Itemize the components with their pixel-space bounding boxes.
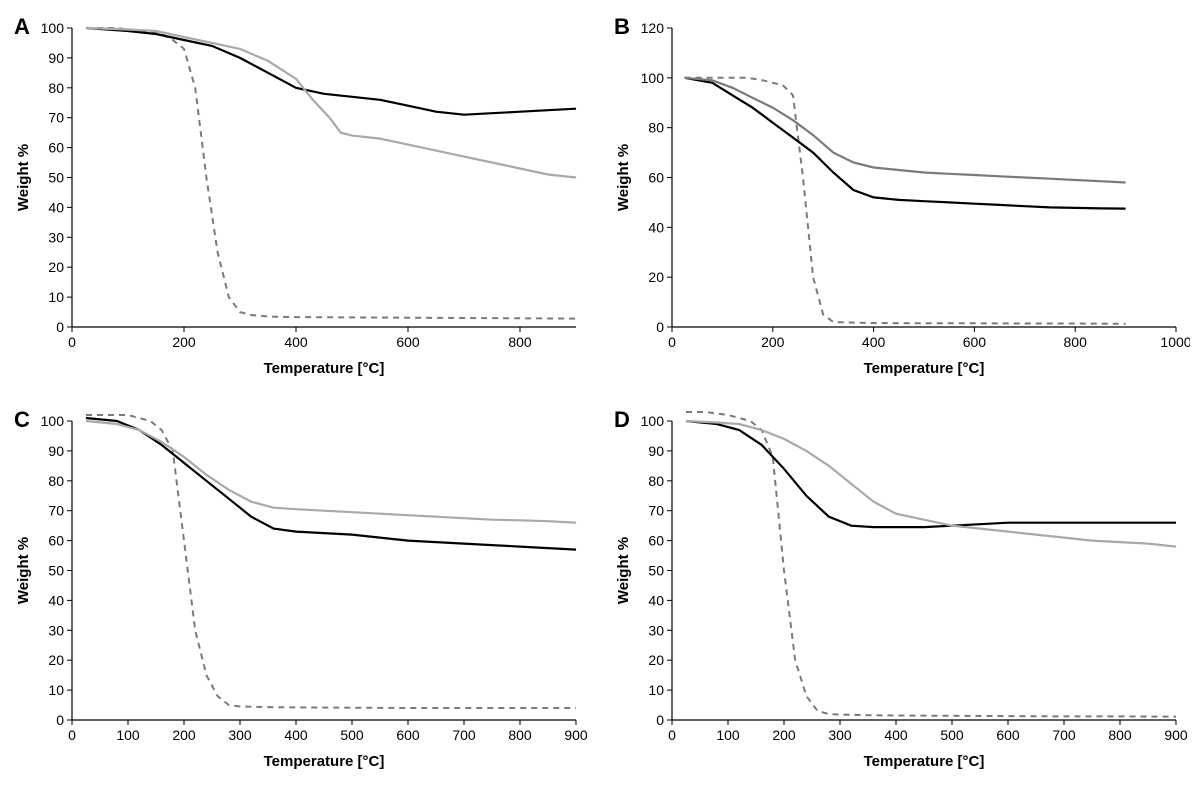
svg-text:0: 0 bbox=[68, 727, 76, 743]
svg-text:50: 50 bbox=[648, 563, 664, 579]
svg-text:0: 0 bbox=[668, 727, 676, 743]
svg-text:60: 60 bbox=[48, 140, 64, 156]
svg-text:0: 0 bbox=[56, 319, 64, 335]
svg-text:70: 70 bbox=[48, 503, 64, 519]
svg-text:120: 120 bbox=[641, 20, 665, 36]
svg-text:70: 70 bbox=[48, 110, 64, 126]
svg-text:800: 800 bbox=[508, 727, 532, 743]
svg-text:80: 80 bbox=[648, 120, 664, 136]
svg-text:600: 600 bbox=[396, 727, 420, 743]
svg-text:400: 400 bbox=[862, 334, 886, 350]
svg-text:400: 400 bbox=[884, 727, 908, 743]
svg-text:20: 20 bbox=[648, 652, 664, 668]
svg-text:300: 300 bbox=[828, 727, 852, 743]
svg-text:40: 40 bbox=[48, 592, 64, 608]
svg-text:40: 40 bbox=[648, 219, 664, 235]
svg-text:200: 200 bbox=[772, 727, 796, 743]
svg-text:60: 60 bbox=[648, 170, 664, 186]
svg-text:50: 50 bbox=[48, 563, 64, 579]
svg-text:60: 60 bbox=[48, 533, 64, 549]
svg-text:600: 600 bbox=[996, 727, 1020, 743]
svg-text:Temperature [°C]: Temperature [°C] bbox=[864, 753, 985, 770]
svg-text:100: 100 bbox=[41, 20, 65, 36]
chart-D: 0 10 20 30 40 50 60 70 80 90 100 0 100 200 300 400 500 60… bbox=[610, 403, 1190, 776]
panel-B-label: B bbox=[614, 14, 630, 40]
panel-D-label: D bbox=[614, 407, 630, 433]
svg-text:90: 90 bbox=[648, 443, 664, 459]
svg-text:500: 500 bbox=[940, 727, 964, 743]
svg-text:30: 30 bbox=[48, 622, 64, 638]
svg-text:30: 30 bbox=[48, 229, 64, 245]
chart-B: 0 20 40 60 80 100 120 0 200 400 600 800 1000 Temperat… bbox=[610, 10, 1190, 383]
svg-text:900: 900 bbox=[564, 727, 588, 743]
svg-text:900: 900 bbox=[1164, 727, 1188, 743]
svg-text:80: 80 bbox=[48, 80, 64, 96]
chart-C: 0 10 20 30 40 50 60 70 80 90 100 0 100 200 300 400 500 60… bbox=[10, 403, 590, 776]
svg-text:10: 10 bbox=[48, 682, 64, 698]
svg-text:90: 90 bbox=[48, 443, 64, 459]
svg-text:Weight %: Weight % bbox=[15, 144, 32, 211]
svg-text:700: 700 bbox=[452, 727, 476, 743]
panel-A: A 0 10 20 30 40 50 60 70 80 90 100 0 200 400 600 800 Tem… bbox=[10, 10, 590, 383]
svg-text:100: 100 bbox=[641, 70, 665, 86]
panel-C: C 0 10 20 30 40 50 60 70 80 90 100 0 100 200 300 400 500… bbox=[10, 403, 590, 776]
svg-text:60: 60 bbox=[648, 533, 664, 549]
svg-text:70: 70 bbox=[648, 503, 664, 519]
svg-text:20: 20 bbox=[648, 269, 664, 285]
panel-B: B 0 20 40 60 80 100 120 0 200 400 600 800 1000 Temper… bbox=[610, 10, 1190, 383]
chart-grid: A 01020304050607080901000200400600800Tem… bbox=[10, 10, 1190, 776]
svg-text:100: 100 bbox=[641, 413, 665, 429]
svg-text:800: 800 bbox=[1064, 334, 1088, 350]
svg-text:100: 100 bbox=[716, 727, 740, 743]
svg-text:200: 200 bbox=[172, 334, 196, 350]
chart-A: 0 10 20 30 40 50 60 70 80 90 100 0 200 400 600 800 Tempe… bbox=[10, 10, 590, 383]
panel-D: D 0 10 20 30 40 50 60 70 80 90 100 0 100 200 300 400 500… bbox=[610, 403, 1190, 776]
svg-text:80: 80 bbox=[48, 473, 64, 489]
svg-text:1000: 1000 bbox=[1160, 334, 1190, 350]
svg-text:600: 600 bbox=[963, 334, 987, 350]
svg-text:100: 100 bbox=[41, 413, 65, 429]
svg-text:400: 400 bbox=[284, 334, 308, 350]
svg-text:Temperature [°C]: Temperature [°C] bbox=[264, 753, 385, 770]
svg-text:800: 800 bbox=[1108, 727, 1132, 743]
svg-text:400: 400 bbox=[284, 727, 308, 743]
svg-text:0: 0 bbox=[668, 334, 676, 350]
svg-text:300: 300 bbox=[228, 727, 252, 743]
svg-text:Temperature [°C]: Temperature [°C] bbox=[264, 360, 385, 377]
svg-text:20: 20 bbox=[48, 259, 64, 275]
svg-text:Temperature [°C]: Temperature [°C] bbox=[864, 360, 985, 377]
svg-text:50: 50 bbox=[48, 170, 64, 186]
svg-text:Weight %: Weight % bbox=[615, 537, 632, 604]
svg-text:200: 200 bbox=[172, 727, 196, 743]
svg-text:100: 100 bbox=[116, 727, 140, 743]
svg-text:40: 40 bbox=[48, 199, 64, 215]
svg-text:10: 10 bbox=[48, 289, 64, 305]
panel-A-label: A bbox=[14, 14, 30, 40]
svg-text:40: 40 bbox=[648, 592, 664, 608]
svg-text:600: 600 bbox=[396, 334, 420, 350]
svg-text:20: 20 bbox=[48, 652, 64, 668]
svg-text:0: 0 bbox=[656, 319, 664, 335]
svg-text:80: 80 bbox=[648, 473, 664, 489]
svg-text:700: 700 bbox=[1052, 727, 1076, 743]
svg-text:90: 90 bbox=[48, 50, 64, 66]
svg-text:0: 0 bbox=[656, 712, 664, 728]
svg-text:800: 800 bbox=[508, 334, 532, 350]
svg-text:30: 30 bbox=[648, 622, 664, 638]
svg-text:500: 500 bbox=[340, 727, 364, 743]
svg-text:200: 200 bbox=[761, 334, 785, 350]
panel-C-label: C bbox=[14, 407, 30, 433]
svg-text:0: 0 bbox=[68, 334, 76, 350]
svg-text:Weight %: Weight % bbox=[615, 144, 632, 211]
svg-text:10: 10 bbox=[648, 682, 664, 698]
svg-text:Weight %: Weight % bbox=[15, 537, 32, 604]
svg-text:0: 0 bbox=[56, 712, 64, 728]
